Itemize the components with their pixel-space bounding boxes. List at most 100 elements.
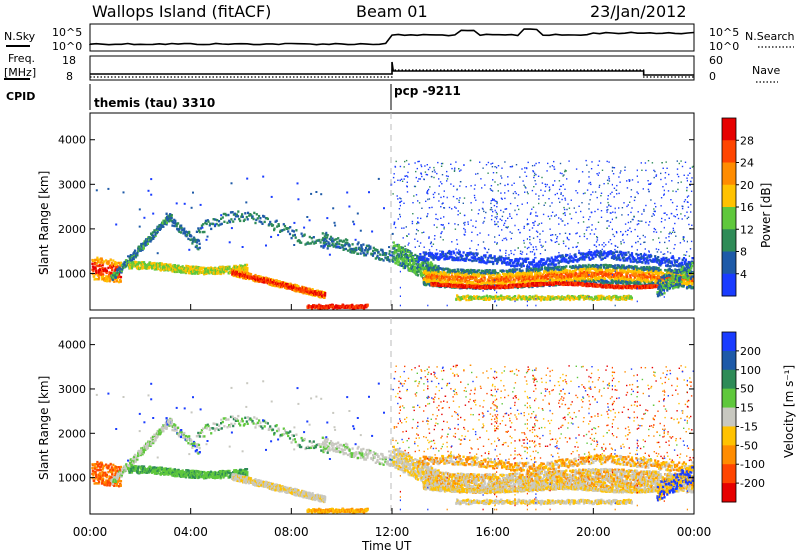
power-point (679, 242, 682, 244)
power-point (418, 202, 421, 204)
power-point (334, 244, 337, 247)
power-point (438, 280, 441, 283)
power-point (428, 280, 431, 284)
power-point (442, 202, 444, 204)
power-point (297, 285, 300, 288)
power-point (524, 191, 526, 193)
power-point (500, 197, 503, 199)
power-point (613, 187, 616, 189)
power-point (501, 177, 503, 179)
power-point (660, 251, 662, 253)
power-point (515, 268, 519, 271)
power-point (569, 253, 571, 255)
power-point (481, 207, 484, 210)
power-point (212, 218, 215, 221)
power-point (415, 176, 417, 179)
power-point (454, 228, 457, 230)
power-point (665, 237, 667, 239)
power-point (656, 251, 659, 253)
power-point (300, 232, 303, 235)
power-point (589, 199, 591, 201)
power-point (448, 222, 450, 225)
power-point (283, 228, 286, 231)
power-point (608, 225, 610, 227)
power-point (354, 238, 357, 241)
power-point (282, 223, 285, 226)
power-point (501, 198, 503, 200)
power-point (621, 214, 623, 216)
power-point (511, 217, 513, 219)
beam-title: Beam 01 (356, 2, 428, 21)
power-point (623, 241, 625, 244)
power-point (627, 204, 629, 206)
power-point (402, 237, 404, 239)
power-point (309, 293, 312, 296)
power-point (179, 231, 183, 234)
power-point (229, 211, 233, 214)
power-point (403, 250, 406, 254)
power-point (413, 195, 415, 197)
power-point (157, 262, 160, 265)
power-point (154, 265, 157, 268)
power-point (241, 215, 244, 218)
power-point (392, 256, 395, 260)
power-point (606, 160, 608, 163)
power-point (483, 274, 486, 277)
power-point (108, 274, 111, 278)
power-point (153, 235, 156, 239)
power-point (477, 213, 480, 215)
power-point (140, 242, 143, 246)
power-point (435, 213, 437, 216)
power-point (540, 189, 542, 191)
power-point (481, 187, 483, 189)
power-scatter (91, 159, 695, 310)
power-point (406, 175, 408, 177)
power-point (590, 193, 592, 196)
power-point (510, 252, 513, 255)
power-point (509, 215, 511, 217)
power-point (484, 184, 486, 186)
power-point (314, 241, 317, 244)
power-point (171, 224, 174, 227)
power-point (541, 246, 543, 248)
power-point (455, 207, 457, 209)
power-point (213, 224, 217, 228)
power-point (474, 279, 477, 282)
power-point (216, 270, 219, 274)
power-point (274, 284, 277, 288)
power-point (219, 265, 222, 269)
power-point (575, 168, 578, 170)
power-point (426, 164, 428, 166)
power-point (135, 254, 138, 257)
power-point (427, 273, 430, 277)
power-point (501, 219, 503, 222)
power-point (395, 160, 397, 163)
power-point (98, 261, 101, 264)
power-point (532, 170, 534, 172)
power-point (97, 278, 100, 281)
power-point (407, 266, 410, 270)
power-point (433, 169, 436, 171)
power-point (107, 277, 110, 280)
power-point (466, 283, 469, 286)
power-point (406, 265, 409, 268)
power-point (244, 212, 247, 215)
power-point (429, 166, 431, 169)
power-point (292, 230, 295, 233)
power-point (188, 248, 191, 251)
power-point (672, 255, 674, 257)
power-point (440, 272, 443, 276)
power-point (406, 250, 409, 254)
power-point (538, 202, 540, 205)
power-point (416, 271, 419, 274)
power-point (522, 180, 524, 182)
power-point (538, 198, 540, 200)
power-point (267, 280, 270, 284)
power-point (355, 246, 358, 250)
power-point (653, 214, 655, 216)
power-point (538, 195, 540, 197)
power-point (120, 271, 123, 274)
power-point (407, 244, 409, 246)
power-point (549, 218, 551, 220)
power-point (645, 221, 647, 224)
